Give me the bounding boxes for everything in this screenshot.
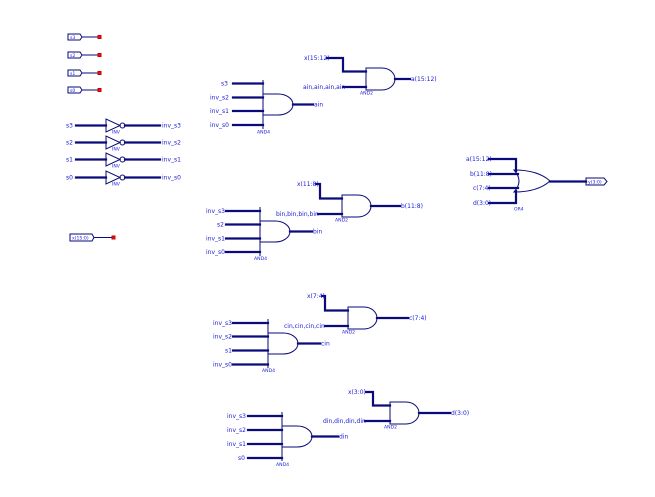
net-label-in: inv_s3 <box>206 208 225 215</box>
net-label-in: b(11:8) <box>470 171 492 178</box>
and2-gate-c[interactable]: x(7:4) cin,cin,cin,cin c(7:4) AND2 <box>284 293 427 336</box>
output-port-y[interactable]: y(3:0) <box>585 177 608 186</box>
input-port-s0[interactable]: s0 <box>67 86 102 94</box>
net-label-out: inv_s1 <box>162 157 181 164</box>
port-pin[interactable] <box>97 88 102 92</box>
net-label-in: s1 <box>66 157 73 164</box>
net-label-sel: din,din,din,din <box>323 418 366 425</box>
and4-gate-a[interactable]: s3 inv_s2 inv_s1 inv_s0 ain AND4 <box>210 80 323 136</box>
port-pin[interactable] <box>97 53 102 57</box>
net-label-out: inv_s2 <box>162 140 181 147</box>
net-label-in: inv_s3 <box>213 320 232 327</box>
net-label-in: inv_s0 <box>206 249 225 256</box>
net-label-in: s0 <box>238 455 245 462</box>
net-label-in: s2 <box>217 222 224 229</box>
net-label-sel: bin,bin,bin,bin <box>276 211 319 218</box>
net-label-sel: ain,ain,ain,ain <box>303 84 346 91</box>
component-type: INV <box>112 130 121 136</box>
or4-gate[interactable]: a(15:12) b(11:8) c(7:4) d(3:0) OR4 <box>466 156 588 213</box>
component-type: INV <box>112 164 121 170</box>
and4-gate-c[interactable]: inv_s3 inv_s2 s1 inv_s0 cin AND4 <box>213 319 330 374</box>
input-port-s3[interactable]: s3 <box>67 33 102 41</box>
net-label-in: a(15:12) <box>466 156 492 163</box>
and4-gate-b[interactable]: inv_s3 s2 inv_s1 inv_s0 bin AND4 <box>206 207 322 262</box>
port-pin[interactable] <box>97 71 102 75</box>
net-label-out: b(11:8) <box>401 203 423 210</box>
component-type: AND4 <box>276 462 289 468</box>
net-label-in: s2 <box>66 140 73 147</box>
net-label-out: cin <box>321 341 330 348</box>
component-type: AND2 <box>384 425 397 431</box>
inverter-s0[interactable]: s0 inv_s0 INV <box>66 170 181 188</box>
net-label-out: c(7:4) <box>409 315 427 322</box>
component-type: INV <box>112 147 121 153</box>
net-label-out: d(3:0) <box>451 410 469 417</box>
and2-gate-a[interactable]: x(15:12) ain,ain,ain,ain a(15:12) AND2 <box>303 55 437 97</box>
port-label: y(3:0) <box>588 180 602 186</box>
net-label-in: inv_s2 <box>210 95 229 102</box>
component-type: AND4 <box>262 368 275 374</box>
component-type: OR4 <box>514 207 524 213</box>
net-label-bus: x(11:8) <box>297 181 319 188</box>
port-label: s1 <box>70 71 75 77</box>
net-label-in: c(7:4) <box>473 185 491 192</box>
net-label-in: inv_s3 <box>227 413 246 420</box>
net-label-in: inv_s2 <box>213 334 232 341</box>
port-pin[interactable] <box>111 235 116 240</box>
port-label: s3 <box>70 35 75 41</box>
component-type: AND2 <box>360 91 373 97</box>
net-label-out: ain <box>314 102 323 109</box>
net-label-in: s0 <box>66 175 73 182</box>
and2-gate-d[interactable]: x(3:0) din,din,din,din d(3:0) AND2 <box>323 389 469 431</box>
component-type: AND2 <box>342 330 355 336</box>
net-label-in: inv_s1 <box>227 441 246 448</box>
component-type: AND4 <box>254 256 267 262</box>
net-label-out: a(15:12) <box>411 76 437 83</box>
net-label-in: s1 <box>225 348 232 355</box>
input-port-s2[interactable]: s2 <box>67 51 102 59</box>
net-label-in: inv_s2 <box>227 427 246 434</box>
net-label-in: s3 <box>66 123 73 130</box>
net-label-out: inv_s3 <box>162 123 181 130</box>
net-label-in: inv_s1 <box>206 236 225 243</box>
port-label: s2 <box>70 53 75 59</box>
net-label-in: d(3:0) <box>473 200 491 207</box>
port-pin[interactable] <box>97 35 102 39</box>
net-label-out: bin <box>313 229 322 236</box>
port-label: s0 <box>70 88 75 94</box>
inverter-s2[interactable]: s2 inv_s2 INV <box>66 135 181 153</box>
net-label-in: inv_s0 <box>213 362 232 369</box>
net-label-in: inv_s1 <box>210 108 229 115</box>
inverter-s3[interactable]: s3 inv_s3 INV <box>66 118 181 136</box>
net-label-sel: cin,cin,cin,cin <box>284 323 325 330</box>
component-type: AND4 <box>257 130 270 136</box>
component-type: INV <box>112 182 121 188</box>
net-label-out: inv_s0 <box>162 175 181 182</box>
net-label-bus: x(15:12) <box>304 55 330 62</box>
component-type: AND2 <box>335 218 348 224</box>
port-label: x(15:0) <box>72 236 89 242</box>
and4-gate-d[interactable]: inv_s3 inv_s2 inv_s1 s0 din AND4 <box>227 412 348 468</box>
and2-gate-b[interactable]: x(11:8) bin,bin,bin,bin b(11:8) AND2 <box>276 181 423 224</box>
input-port-s1[interactable]: s1 <box>67 69 102 77</box>
net-label-out: din <box>339 434 348 441</box>
input-port-x[interactable]: x(15:0) <box>69 233 116 242</box>
net-label-in: inv_s0 <box>210 122 229 129</box>
net-label-bus: x(7:4) <box>307 293 325 300</box>
inverter-s1[interactable]: s1 inv_s1 INV <box>66 152 181 170</box>
net-label-in: s3 <box>221 81 228 88</box>
net-label-bus: x(3:0) <box>348 389 366 396</box>
